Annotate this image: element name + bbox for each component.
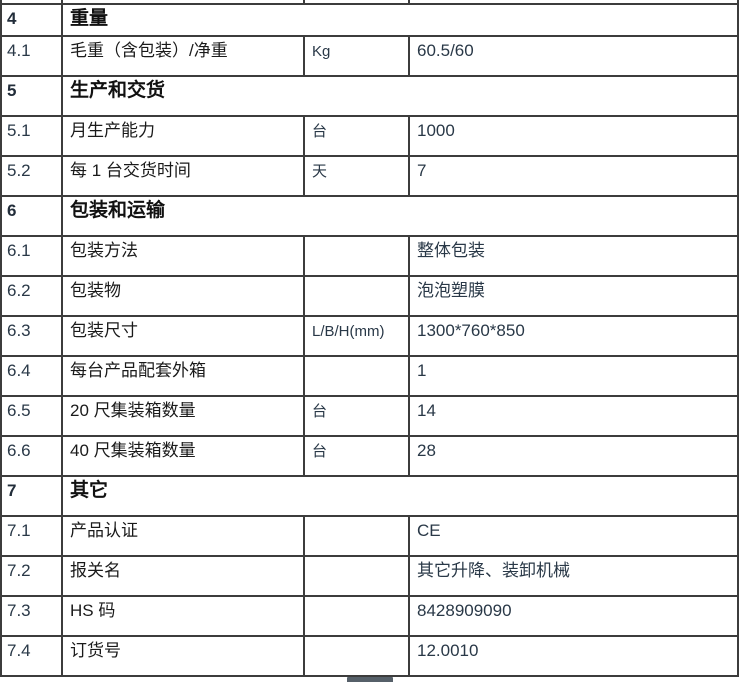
unit-cell: Kg — [305, 37, 410, 77]
value-cell: 1000 — [410, 117, 739, 157]
item-label-cell: 报关名 — [63, 557, 305, 597]
item-label-cell: 月生产能力 — [63, 117, 305, 157]
value-cell: 1 — [410, 357, 739, 397]
value-cell: 8428909090 — [410, 597, 739, 637]
item-label-cell: 每台产品配套外箱 — [63, 357, 305, 397]
item-label-cell: HS 码 — [63, 597, 305, 637]
unit-cell — [305, 517, 410, 557]
value-cell: 泡泡塑膜 — [410, 277, 739, 317]
unit-cell — [305, 277, 410, 317]
item-label-cell: 包装物 — [63, 277, 305, 317]
value-cell: 28 — [410, 437, 739, 477]
row-number-cell: 6 — [0, 197, 63, 237]
row-number-cell: 6.6 — [0, 437, 63, 477]
item-label-cell: 包装尺寸 — [63, 317, 305, 357]
unit-cell — [305, 237, 410, 277]
row-number-cell: 7 — [0, 477, 63, 517]
value-cell: 整体包装 — [410, 237, 739, 277]
item-label-cell: 毛重（含包装）/净重 — [63, 37, 305, 77]
value-cell: 7 — [410, 157, 739, 197]
clipped-row-cell — [0, 0, 63, 5]
item-label-cell: 包装方法 — [63, 237, 305, 277]
row-number-cell: 7.1 — [0, 517, 63, 557]
value-cell: CE — [410, 517, 739, 557]
row-number-cell: 5.1 — [0, 117, 63, 157]
row-number-cell: 5 — [0, 77, 63, 117]
row-number-cell: 7.3 — [0, 597, 63, 637]
section-title-cell: 包装和运输 — [63, 197, 739, 237]
row-number-cell: 5.2 — [0, 157, 63, 197]
row-number-cell: 4.1 — [0, 37, 63, 77]
item-label-cell: 40 尺集装箱数量 — [63, 437, 305, 477]
row-number-cell: 4 — [0, 5, 63, 37]
unit-cell — [305, 637, 410, 677]
unit-cell — [305, 357, 410, 397]
row-number-cell: 6.4 — [0, 357, 63, 397]
section-title-cell: 其它 — [63, 477, 739, 517]
unit-cell: 台 — [305, 437, 410, 477]
clipped-row-cell — [63, 0, 305, 5]
item-label-cell: 产品认证 — [63, 517, 305, 557]
value-cell: 1300*760*850 — [410, 317, 739, 357]
row-number-cell: 7.4 — [0, 637, 63, 677]
unit-cell: 天 — [305, 157, 410, 197]
row-number-cell: 6.3 — [0, 317, 63, 357]
row-number-cell: 6.5 — [0, 397, 63, 437]
row-number-cell: 6.1 — [0, 237, 63, 277]
unit-cell — [305, 557, 410, 597]
item-label-cell: 每 1 台交货时间 — [63, 157, 305, 197]
section-title-cell: 重量 — [63, 5, 739, 37]
clipped-row-cell — [410, 0, 739, 5]
section-title-cell: 生产和交货 — [63, 77, 739, 117]
unit-cell: 台 — [305, 117, 410, 157]
clipped-row-cell — [305, 0, 410, 5]
value-cell: 60.5/60 — [410, 37, 739, 77]
value-cell: 12.0010 — [410, 637, 739, 677]
unit-cell: L/B/H(mm) — [305, 317, 410, 357]
horizontal-scrollbar-thumb[interactable] — [347, 677, 393, 682]
item-label-cell: 20 尺集装箱数量 — [63, 397, 305, 437]
row-number-cell: 7.2 — [0, 557, 63, 597]
value-cell: 14 — [410, 397, 739, 437]
item-label-cell: 订货号 — [63, 637, 305, 677]
value-cell: 其它升降、装卸机械 — [410, 557, 739, 597]
unit-cell — [305, 597, 410, 637]
unit-cell: 台 — [305, 397, 410, 437]
row-number-cell: 6.2 — [0, 277, 63, 317]
